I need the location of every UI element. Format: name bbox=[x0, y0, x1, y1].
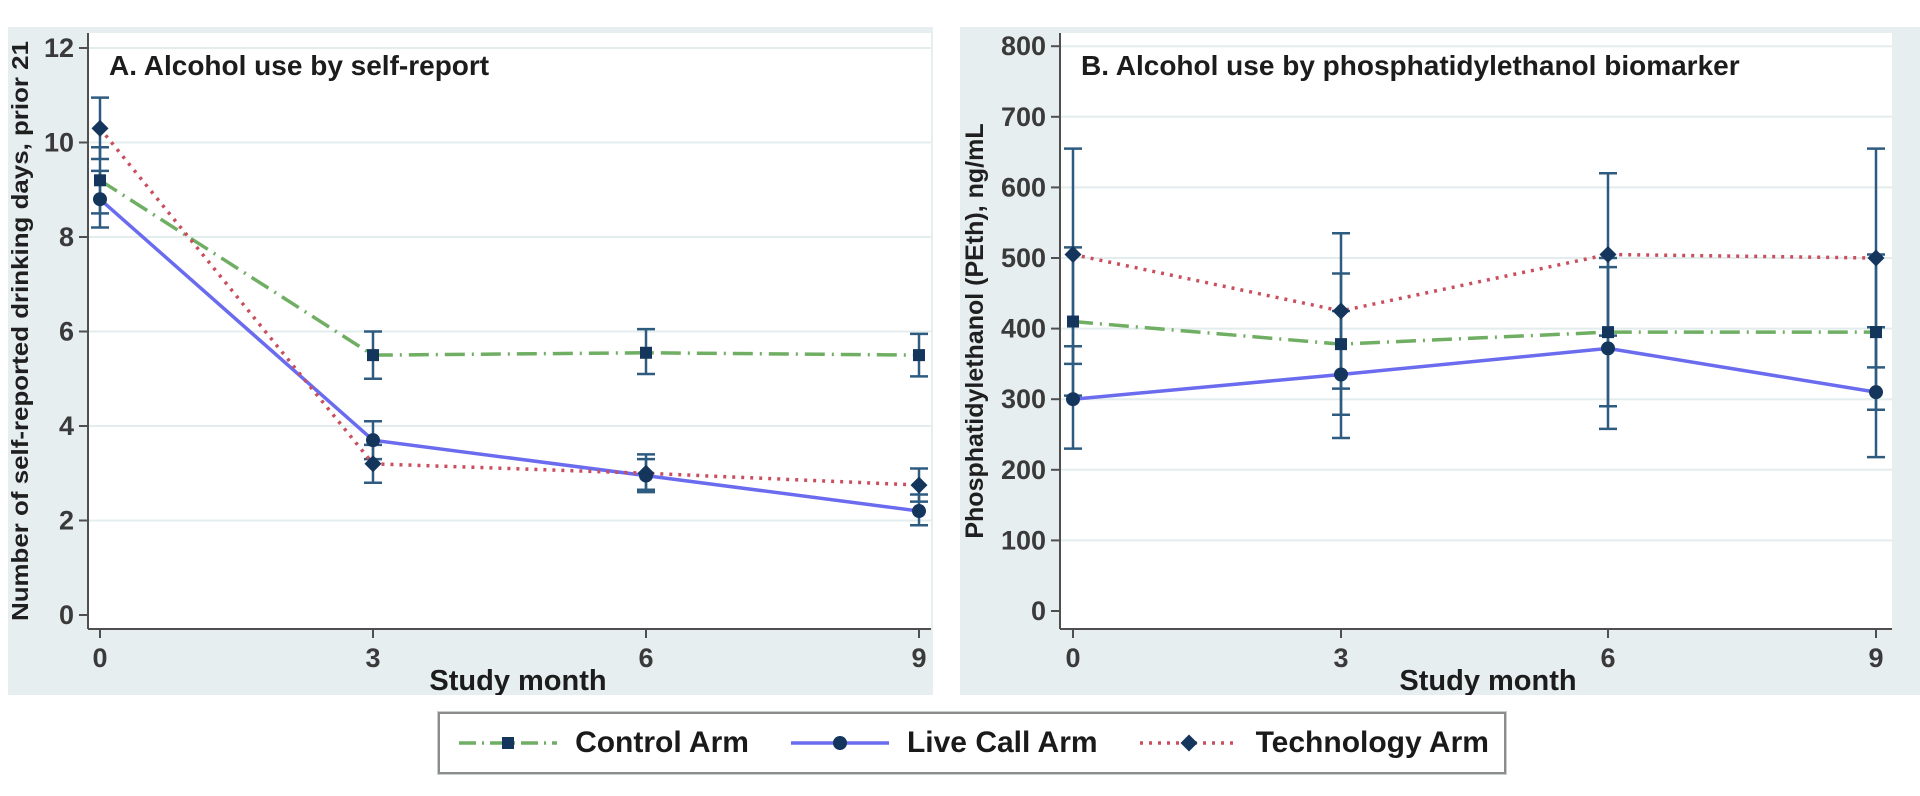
svg-text:700: 700 bbox=[1001, 102, 1046, 132]
series-line-live-call-arm bbox=[1072, 346, 1877, 401]
svg-text:300: 300 bbox=[1001, 384, 1046, 414]
x-axis-ticks: 0 3 6 9 bbox=[1065, 629, 1884, 673]
legend-item-technology-arm: Technology Arm bbox=[1136, 726, 1489, 760]
series-line-control-arm bbox=[1072, 319, 1876, 346]
series-line-technology-arm bbox=[98, 127, 920, 487]
gridlines bbox=[1060, 45, 1892, 542]
svg-text:600: 600 bbox=[1001, 172, 1046, 202]
svg-text:0: 0 bbox=[1031, 596, 1046, 626]
svg-text:9: 9 bbox=[1868, 643, 1883, 673]
technology-arm-line-sample bbox=[1139, 734, 1238, 752]
axes bbox=[1059, 33, 1892, 630]
legend-item-control-arm: Control Arm bbox=[455, 726, 749, 760]
legend-label: Live Call Arm bbox=[906, 726, 1098, 759]
live-call-arm-line-sample bbox=[790, 736, 889, 750]
panel-b-chart: 0 100 200 300 400 500 600 700 800 0 3 6 9 B. Alcohol … bbox=[961, 31, 1892, 695]
y-axis-ticks: 0 100 200 300 400 500 600 700 800 bbox=[1001, 31, 1060, 626]
panel-a-figure: 0 2 4 6 8 10 12 0 3 6 9 A. Alcohol use by self-repo… bbox=[8, 27, 933, 695]
svg-text:0: 0 bbox=[92, 643, 107, 673]
legend-label: Control Arm bbox=[575, 726, 749, 759]
series-line-control-arm bbox=[99, 178, 920, 357]
svg-text:2: 2 bbox=[59, 506, 74, 536]
x-axis-label: Study month bbox=[429, 665, 606, 695]
series-line-technology-arm bbox=[1072, 252, 1877, 313]
y-axis-ticks: 0 2 4 6 8 10 12 bbox=[44, 33, 88, 630]
svg-text:3: 3 bbox=[1333, 643, 1348, 673]
svg-text:10: 10 bbox=[44, 128, 74, 158]
panel-b-figure: 0 100 200 300 400 500 600 700 800 0 3 6 9 B. Alcohol … bbox=[960, 27, 1920, 695]
svg-text:3: 3 bbox=[365, 643, 380, 673]
svg-text:4: 4 bbox=[59, 411, 74, 441]
x-axis-label: Study month bbox=[1399, 665, 1576, 695]
svg-text:200: 200 bbox=[1001, 455, 1046, 485]
legend-label: Technology Arm bbox=[1255, 726, 1489, 759]
y-axis-label: Phosphatidylethanol (PEth), ng/mL bbox=[961, 123, 989, 538]
svg-text:6: 6 bbox=[59, 317, 74, 347]
y-axis-label: Number of self-reported drinking days, p… bbox=[8, 41, 33, 621]
svg-text:0: 0 bbox=[1065, 643, 1080, 673]
svg-text:8: 8 bbox=[59, 222, 74, 252]
legend-item-live-call-arm: Live Call Arm bbox=[787, 726, 1098, 760]
series-markers-technology-arm bbox=[91, 119, 928, 494]
series-markers-live-call-arm bbox=[1066, 341, 1883, 407]
svg-text:6: 6 bbox=[638, 643, 653, 673]
series-markers-technology-arm bbox=[1064, 245, 1885, 320]
svg-text:800: 800 bbox=[1001, 31, 1046, 61]
chart-legend: Control Arm Live Call Arm Technology Arm bbox=[438, 712, 1506, 774]
panel-a-chart: 0 2 4 6 8 10 12 0 3 6 9 A. Alcohol use by self-repo… bbox=[8, 33, 931, 695]
panel-title: A. Alcohol use by self-report bbox=[109, 50, 489, 81]
panel-title: B. Alcohol use by phosphatidylethanol bi… bbox=[1081, 50, 1740, 81]
svg-text:9: 9 bbox=[911, 643, 926, 673]
series-markers-control-arm bbox=[1067, 315, 1882, 351]
svg-text:6: 6 bbox=[1600, 643, 1615, 673]
svg-text:500: 500 bbox=[1001, 243, 1046, 273]
gridlines bbox=[88, 47, 931, 522]
svg-text:400: 400 bbox=[1001, 314, 1046, 344]
control-arm-line-sample bbox=[459, 737, 558, 749]
series-markers-control-arm bbox=[94, 174, 925, 362]
series-line-live-call-arm bbox=[98, 197, 920, 513]
x-axis-ticks: 0 3 6 9 bbox=[92, 629, 927, 673]
legend-strip: Control Arm Live Call Arm Technology Arm bbox=[427, 698, 1528, 796]
svg-text:12: 12 bbox=[44, 33, 74, 63]
svg-text:100: 100 bbox=[1001, 525, 1046, 555]
svg-text:0: 0 bbox=[59, 600, 74, 630]
